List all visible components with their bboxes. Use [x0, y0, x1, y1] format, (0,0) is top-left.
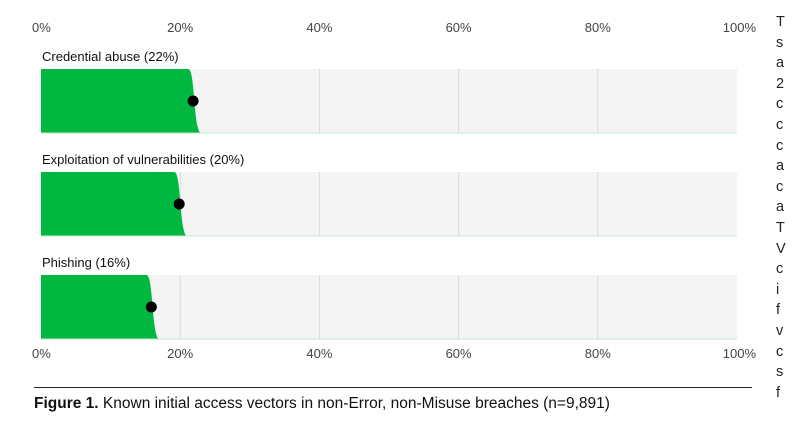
bar-row-3: Phishing (16%): [41, 255, 737, 340]
x-tick-top-40: 40%: [306, 20, 332, 35]
caption-label: Figure 1.: [34, 395, 99, 412]
bar-track: [41, 275, 737, 339]
side-text-glyph: a: [776, 199, 785, 216]
bar: [41, 172, 187, 236]
x-tick-bottom-0: 0%: [32, 346, 51, 361]
side-text-glyph: c: [776, 178, 784, 195]
side-text-glyph: c: [776, 137, 784, 154]
value-point: [187, 95, 199, 107]
x-tick-top-0: 0%: [32, 20, 51, 35]
side-text-glyph: c: [776, 343, 784, 360]
bar-row-1: Credential abuse (22%): [41, 49, 737, 134]
caption-rule: [34, 387, 752, 388]
x-tick-bottom-40: 40%: [306, 346, 332, 361]
bar-row-2: Exploitation of vulnerabilities (20%): [41, 152, 737, 237]
caption-text: Known initial access vectors in non-Erro…: [98, 395, 610, 412]
x-tick-bottom-20: 20%: [167, 346, 193, 361]
figure-caption: Figure 1. Known initial access vectors i…: [34, 394, 774, 414]
side-text-glyph: c: [776, 116, 784, 133]
bar: [41, 275, 159, 339]
bar: [41, 69, 201, 133]
x-tick-bottom-80: 80%: [585, 346, 611, 361]
category-label: Exploitation of vulnerabilities (20%): [42, 152, 244, 167]
x-tick-bottom-60: 60%: [446, 346, 472, 361]
x-tick-top-80: 80%: [585, 20, 611, 35]
x-tick-top-100: 100%: [723, 20, 757, 35]
side-text-glyph: c: [776, 261, 784, 278]
side-text-glyph: 2: [776, 75, 785, 92]
category-label: Phishing (16%): [42, 255, 130, 270]
side-text-glyph: c: [776, 96, 784, 113]
value-point: [145, 301, 157, 313]
side-text-glyph: v: [776, 322, 784, 339]
x-tick-top-20: 20%: [167, 20, 193, 35]
side-text-glyph: f: [776, 302, 781, 319]
side-text-glyph: a: [776, 55, 785, 72]
chart: 0% 20% 40% 60% 80% 100% Credential abuse (22%…: [32, 20, 756, 361]
side-text-glyph: V: [776, 240, 786, 257]
bar-group: Credential abuse (22%) Exploitation of vu…: [41, 49, 737, 340]
side-text-glyph: s: [776, 364, 784, 381]
x-tick-top-60: 60%: [446, 20, 472, 35]
x-axis-top: 0% 20% 40% 60% 80% 100%: [32, 20, 756, 35]
side-text-glyph: f: [776, 384, 781, 401]
x-tick-bottom-100: 100%: [723, 346, 757, 361]
side-text-glyph: s: [776, 34, 784, 51]
side-text-glyph: T: [776, 14, 785, 30]
side-text-glyph: i: [776, 281, 780, 298]
value-point: [173, 198, 185, 210]
side-text-glyph: a: [776, 158, 785, 175]
category-label: Credential abuse (22%): [42, 49, 179, 64]
side-text-glyph: T: [776, 219, 785, 236]
x-axis-bottom: 0% 20% 40% 60% 80% 100%: [32, 346, 756, 361]
